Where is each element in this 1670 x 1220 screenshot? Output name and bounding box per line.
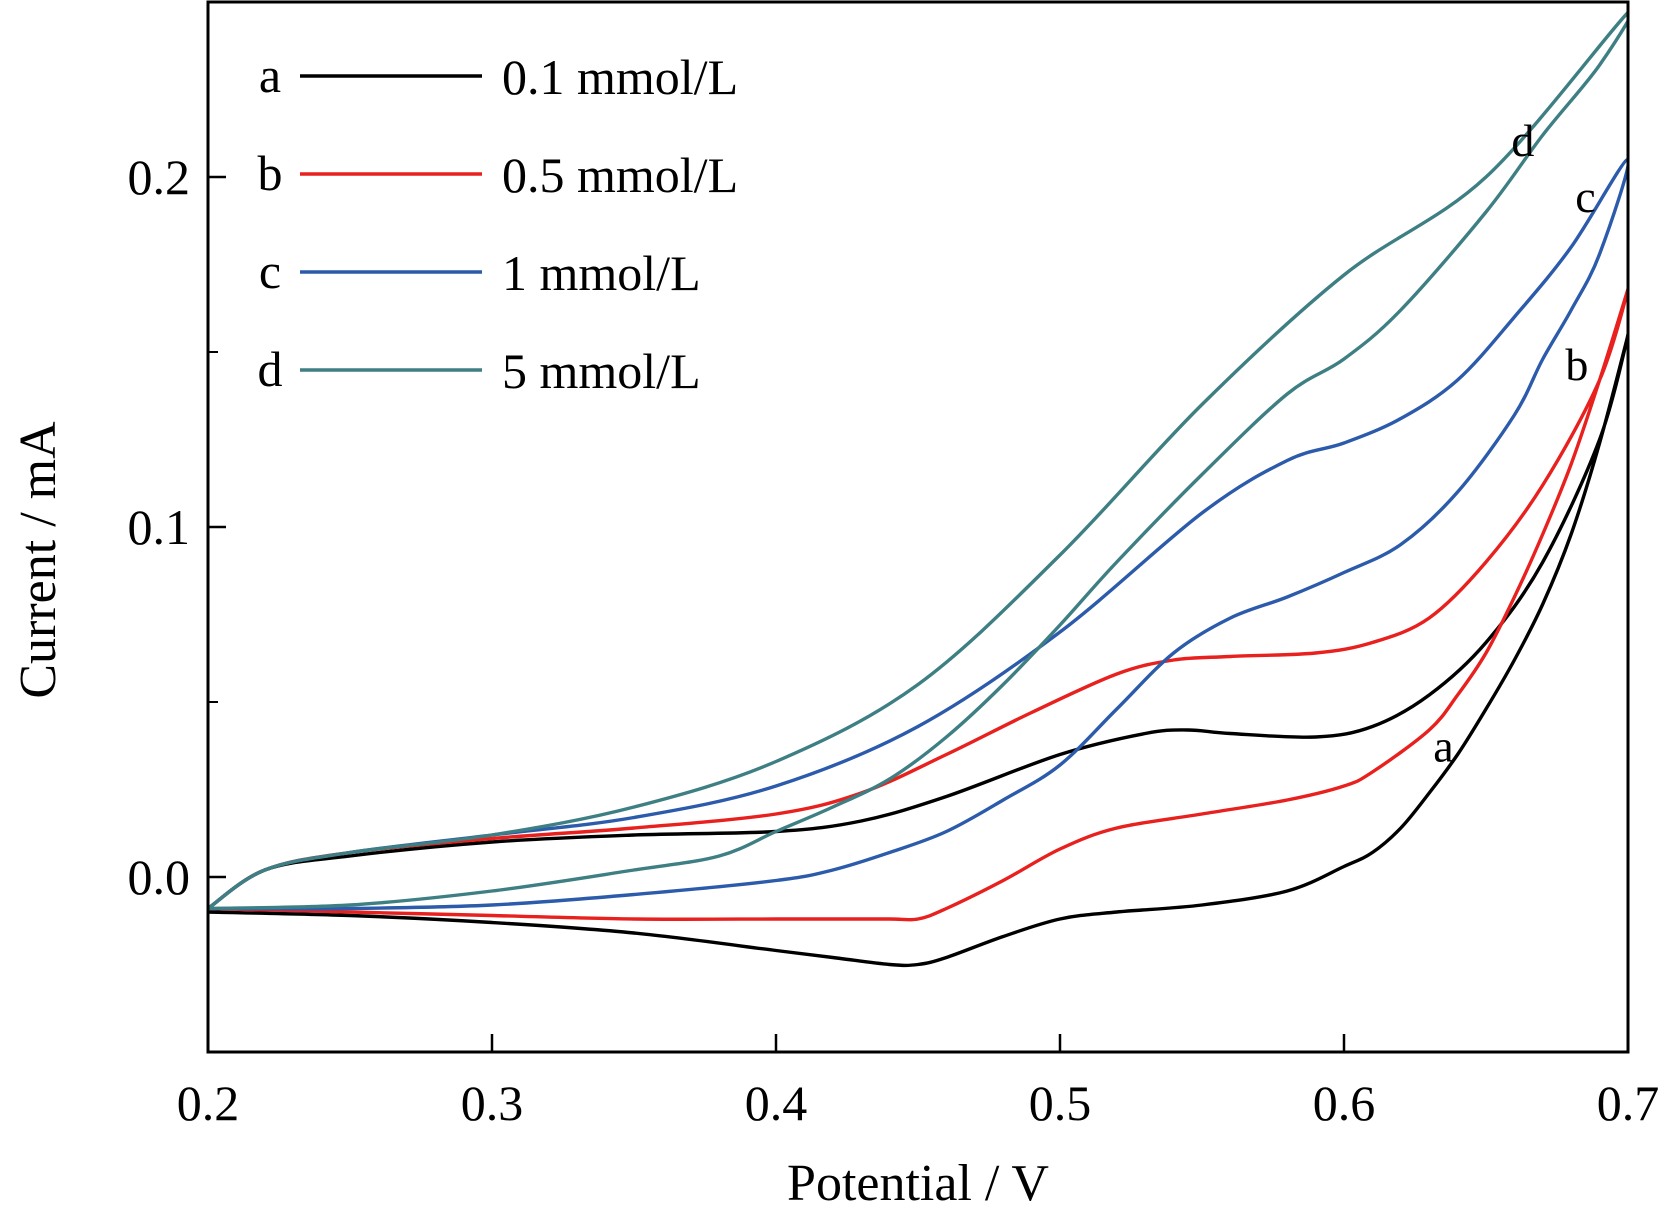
plot-content [208,10,1628,968]
curve-label-b: b [1565,339,1588,390]
y-axis-ticks: 0.0 0.1 0.2 [128,1,226,1053]
series-line-c [208,157,1628,911]
x-axis-ticks: 0.2 0.3 0.4 0.5 0.6 0.7 [177,1034,1660,1131]
y-tick-label: 0.1 [128,499,191,555]
series-line-d [208,10,1628,911]
legend-key-a: a [259,47,281,103]
x-tick-label: 0.2 [177,1075,240,1131]
legend-label-c: 1 mmol/L [502,245,701,301]
plot-frame [206,0,1630,1054]
x-tick-label: 0.3 [461,1075,524,1131]
legend-key-c: c [259,243,281,299]
x-axis-label: Potential / V [787,1155,1049,1212]
y-tick-label: 0.0 [128,849,191,905]
x-tick-label: 0.5 [1029,1075,1092,1131]
legend-key-b: b [258,145,283,201]
x-tick-label: 0.7 [1597,1075,1660,1131]
curve-label-c: c [1575,171,1595,222]
y-axis-label: Current / mA [10,421,67,699]
legend-label-b: 0.5 mmol/L [502,147,738,203]
curve-label-a: a [1433,721,1453,772]
y-tick-label: 0.2 [128,149,191,205]
curve-label-d: d [1511,115,1534,166]
series-line-b [208,287,1628,922]
x-tick-label: 0.4 [745,1075,808,1131]
legend-key-d: d [258,341,283,397]
series-line-a [208,332,1628,968]
x-tick-label: 0.6 [1313,1075,1376,1131]
legend-label-a: 0.1 mmol/L [502,49,738,105]
legend: a 0.1 mmol/L b 0.5 mmol/L c 1 mmol/L d 5 mmol/L [258,47,739,399]
legend-label-d: 5 mmol/L [502,343,701,399]
